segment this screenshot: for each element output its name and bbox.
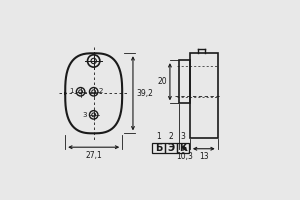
- Text: К: К: [179, 143, 187, 153]
- Text: 27,1: 27,1: [85, 151, 102, 160]
- Text: 39,2: 39,2: [136, 89, 153, 98]
- Bar: [177, 143, 189, 153]
- Bar: [152, 143, 164, 153]
- Bar: [164, 143, 177, 153]
- Text: 10,3: 10,3: [176, 152, 193, 161]
- Text: 3: 3: [181, 132, 185, 141]
- Text: 2: 2: [99, 88, 103, 94]
- Text: Э: Э: [167, 143, 174, 153]
- Text: Б: Б: [155, 143, 162, 153]
- Text: 3: 3: [82, 112, 87, 118]
- Text: 13: 13: [199, 152, 208, 161]
- Text: 2: 2: [168, 132, 173, 141]
- Text: 1: 1: [156, 132, 161, 141]
- Text: 1: 1: [70, 88, 74, 94]
- Text: 20: 20: [158, 77, 168, 86]
